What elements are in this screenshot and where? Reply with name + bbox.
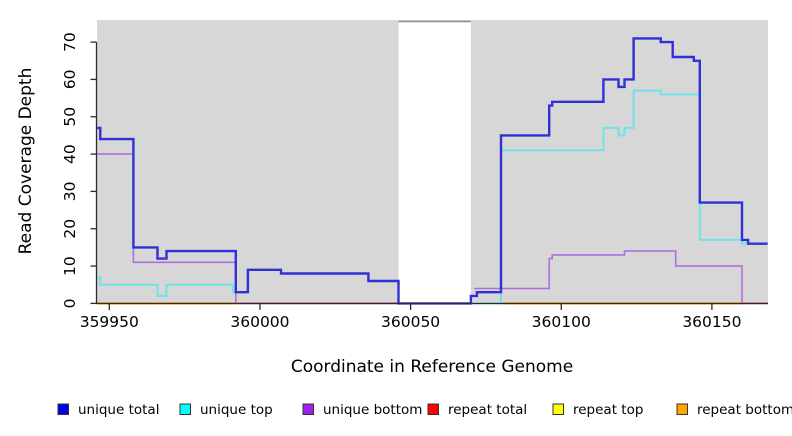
y-axis-title: Read Coverage Depth [16,68,36,255]
legend-item-unique-bottom: unique bottom [302,402,422,418]
legend-swatch-unique-bottom [302,403,314,415]
legend-item-repeat-bottom: repeat bottom [676,402,792,418]
x-tick-label: 360150 [682,313,741,331]
series-unique-bottom-seg2 [473,250,743,304]
legend-item-unique-total: unique total [57,402,159,418]
legend-swatch-unique-top [179,403,191,415]
y-tick-label: 70 [61,32,79,52]
x-tick-label: 359950 [80,313,139,331]
series-unique-top-seg2 [470,89,768,305]
legend-item-repeat-total: repeat total [427,402,527,418]
y-tick-label: 0 [61,298,79,308]
y-tick-label: 40 [61,144,79,164]
legend-label: repeat bottom [697,402,792,418]
y-tick-label: 60 [61,70,79,90]
legend-label: unique bottom [323,402,422,418]
y-tick-label: 30 [61,182,79,202]
legend-swatch-repeat-bottom [676,403,688,415]
legend-item-repeat-top: repeat top [552,402,643,418]
legend-swatch-repeat-top [552,403,564,415]
legend-label: unique top [200,402,273,418]
series-unique-total [97,37,768,305]
x-tick-label: 360050 [381,313,440,331]
legend-item-unique-top: unique top [179,402,273,418]
x-tick-label: 360100 [532,313,591,331]
legend-swatch-unique-total [57,403,69,415]
legend-label: unique total [78,402,159,418]
masked-region [398,21,471,304]
legend-label: repeat top [573,402,643,418]
y-tick-label: 10 [61,256,79,276]
x-axis-title: Coordinate in Reference Genome [291,357,573,377]
x-tick-label: 360000 [230,313,289,331]
y-tick-label: 20 [61,219,79,239]
y-tick-label: 50 [61,107,79,127]
legend-label: repeat total [448,402,527,418]
legend-swatch-repeat-total [427,403,439,415]
